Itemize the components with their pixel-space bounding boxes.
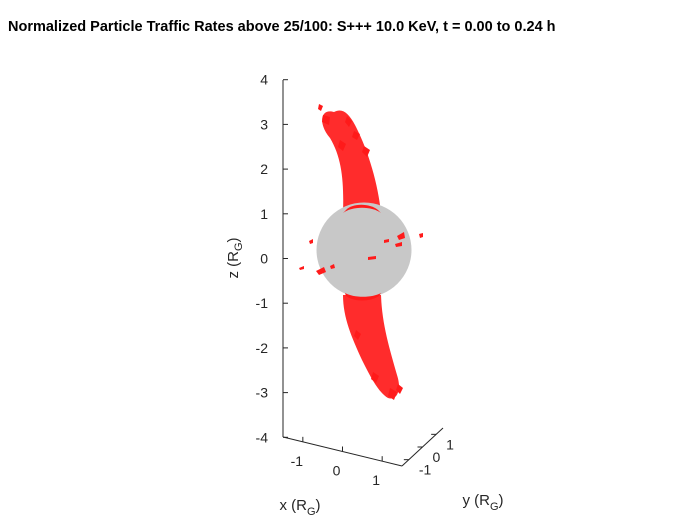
- z-tick-label: 2: [260, 161, 268, 177]
- x-axis-label-sub: G: [307, 506, 316, 518]
- z-axis-label-close: ): [225, 237, 242, 242]
- moon-sphere: [316, 202, 412, 298]
- upper-lobe-fragment: [345, 116, 352, 127]
- y-tick-label: 1: [446, 436, 454, 452]
- equatorial-fragment: [419, 233, 423, 238]
- upper-lobe-fragment: [322, 115, 330, 125]
- x-axis-label-main: x (R: [279, 497, 307, 514]
- lower-cap: [345, 293, 381, 301]
- z-ticks: -4 -3 -2 -1 0 1 2 3 4: [256, 72, 288, 445]
- z-tick-label: 3: [260, 116, 268, 132]
- lower-surface-lobe: [343, 295, 403, 400]
- z-tick-label: -4: [256, 429, 269, 445]
- x-tick-label: 0: [333, 463, 341, 479]
- y-axis-label-sub: G: [490, 501, 499, 513]
- upper-cap: [343, 204, 381, 213]
- x-tick-label: -1: [291, 453, 304, 469]
- lower-lobe-fragment: [354, 330, 361, 340]
- upper-lobe-fragment: [362, 146, 370, 157]
- equatorial-fragment: [384, 239, 389, 243]
- y-tick-label: -1: [419, 462, 432, 478]
- equatorial-fragment: [368, 256, 376, 260]
- z-tick-label: 4: [260, 72, 268, 88]
- z-tick-label: -1: [256, 295, 269, 311]
- z-axis-label-sub: G: [233, 242, 245, 251]
- lower-lobe-fragment: [371, 372, 379, 383]
- z-tick-label: -3: [256, 385, 269, 401]
- y-axis-label-close: ): [499, 492, 504, 509]
- z-axis-label-main: z (R: [225, 251, 242, 279]
- chart-title: Normalized Particle Traffic Rates above …: [8, 19, 556, 35]
- upper-lobe-fragment: [338, 140, 346, 151]
- lower-lobe-body: [343, 295, 399, 399]
- x-axis-label-close: ): [316, 497, 321, 514]
- equatorial-fragment: [299, 266, 304, 270]
- z-tick-label: 1: [260, 206, 268, 222]
- z-tick-label: -2: [256, 340, 269, 356]
- lower-lobe-fragment: [388, 388, 397, 400]
- equatorial-fragment: [309, 239, 313, 244]
- equatorial-fragment: [395, 242, 402, 247]
- equatorial-fragment: [330, 264, 335, 269]
- upper-lobe-fragment: [318, 104, 323, 111]
- z-tick-label: 0: [260, 251, 268, 267]
- lower-lobe-fragment: [396, 384, 403, 394]
- equatorial-fragments: [299, 232, 423, 275]
- upper-lobe-body: [322, 110, 381, 213]
- y-tick-label: 0: [433, 449, 441, 465]
- equatorial-fragment: [397, 232, 405, 240]
- upper-surface-lobe: [318, 104, 381, 213]
- upper-lobe-fragment: [352, 131, 360, 140]
- z-axis-label: z (RG): [225, 237, 245, 278]
- y-axis-label: y (RG): [462, 492, 503, 513]
- x-ticks: -1 0 1: [291, 436, 383, 488]
- x-tick-label: 1: [372, 472, 380, 488]
- equatorial-fragment: [316, 267, 326, 275]
- x-axis-label: x (RG): [279, 497, 320, 518]
- y-axis-label-main: y (R: [462, 492, 490, 509]
- y-ticks: -101: [403, 433, 454, 478]
